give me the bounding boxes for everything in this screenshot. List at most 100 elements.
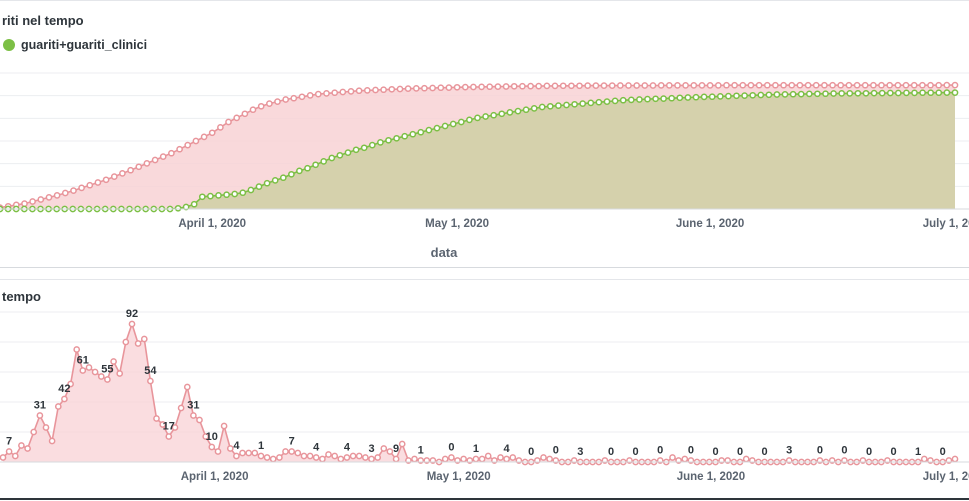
data-point: [886, 89, 894, 97]
data-label: 0: [448, 442, 454, 454]
data-point: [48, 437, 56, 445]
data-label: 61: [77, 355, 89, 367]
data-label: 1: [473, 443, 479, 455]
data-point: [935, 89, 943, 97]
data-label: 4: [344, 442, 351, 454]
data-point: [225, 118, 232, 126]
data-point: [472, 455, 480, 463]
data-point: [37, 196, 45, 203]
data-point: [519, 82, 526, 90]
data-point: [196, 416, 203, 424]
data-point: [355, 452, 363, 460]
data-point: [207, 192, 214, 200]
data-point: [587, 99, 595, 107]
data-point: [288, 448, 296, 455]
data-label: 7: [6, 436, 12, 448]
data-label: 9: [393, 443, 399, 455]
chart-title: tempo: [2, 289, 41, 304]
data-point: [568, 82, 575, 90]
x-tick-label: April 1, 2020: [181, 471, 249, 483]
data-point: [805, 90, 813, 98]
data-point: [636, 96, 643, 103]
data-point: [176, 145, 183, 153]
data-point: [821, 81, 828, 89]
data-point: [478, 455, 486, 463]
data-point: [300, 452, 308, 460]
series-line: [0, 84, 955, 209]
data-point: [79, 367, 87, 374]
data-label: 0: [633, 446, 639, 458]
x-tick-label: April 1, 2020: [178, 218, 246, 230]
data-point: [576, 82, 583, 90]
data-point: [584, 82, 592, 89]
data-point: [830, 90, 837, 97]
data-point: [385, 136, 392, 144]
data-point: [184, 141, 192, 149]
data-point: [951, 81, 959, 89]
data-point: [401, 132, 409, 140]
data-point: [555, 102, 562, 109]
data-point: [393, 134, 400, 142]
data-point: [927, 89, 935, 97]
data-point: [611, 97, 619, 105]
data-point: [266, 100, 273, 107]
data-point: [323, 90, 330, 97]
data-point: [411, 455, 418, 463]
data-point: [723, 81, 730, 89]
data-point: [392, 455, 400, 463]
data-point: [288, 170, 295, 178]
data-point: [174, 204, 182, 212]
data-point: [171, 424, 179, 431]
data-point: [86, 181, 94, 189]
data-point: [61, 189, 69, 197]
data-point: [339, 88, 347, 96]
data-point: [527, 82, 534, 90]
data-point: [546, 455, 553, 463]
data-point: [619, 96, 627, 104]
data-point: [159, 421, 167, 428]
data-point: [110, 358, 117, 365]
series-area: [3, 324, 955, 462]
data-point: [490, 111, 498, 119]
data-point: [347, 88, 355, 95]
data-point: [421, 84, 428, 92]
x-tick-label: May 1, 2020: [425, 218, 489, 230]
data-point: [42, 424, 50, 431]
data-point: [380, 86, 387, 94]
data-point: [396, 85, 404, 93]
recovered-area-chart[interactable]: April 1, 2020 May 1, 2020 June 1, 2020 July…: [0, 1, 969, 269]
data-point: [282, 96, 290, 103]
data-point: [271, 177, 279, 184]
data-point: [251, 449, 259, 457]
data-point: [757, 91, 765, 99]
data-point: [951, 455, 959, 463]
data-point: [608, 82, 616, 89]
data-label: 42: [58, 383, 70, 395]
data-point: [763, 81, 771, 89]
data-point: [862, 89, 870, 97]
data-point: [290, 94, 298, 102]
data-point: [192, 137, 200, 145]
data-point: [669, 454, 676, 461]
data-point: [386, 448, 394, 455]
legend[interactable]: guariti+guariti_clinici: [3, 38, 147, 52]
data-point: [854, 89, 862, 97]
data-label: 0: [657, 445, 663, 457]
data-point: [30, 428, 38, 436]
data-point: [902, 81, 910, 89]
data-point: [927, 81, 934, 89]
data-point: [168, 149, 175, 157]
data-point: [797, 90, 805, 98]
data-point: [298, 93, 306, 101]
data-point: [506, 109, 514, 116]
data-point: [538, 103, 546, 111]
data-point: [773, 91, 781, 98]
data-point: [296, 167, 303, 175]
data-label: 0: [737, 446, 743, 458]
data-point: [681, 455, 689, 463]
data-point: [362, 454, 369, 461]
data-point: [433, 124, 441, 132]
data-point: [716, 93, 724, 100]
data-label: 31: [34, 400, 46, 412]
